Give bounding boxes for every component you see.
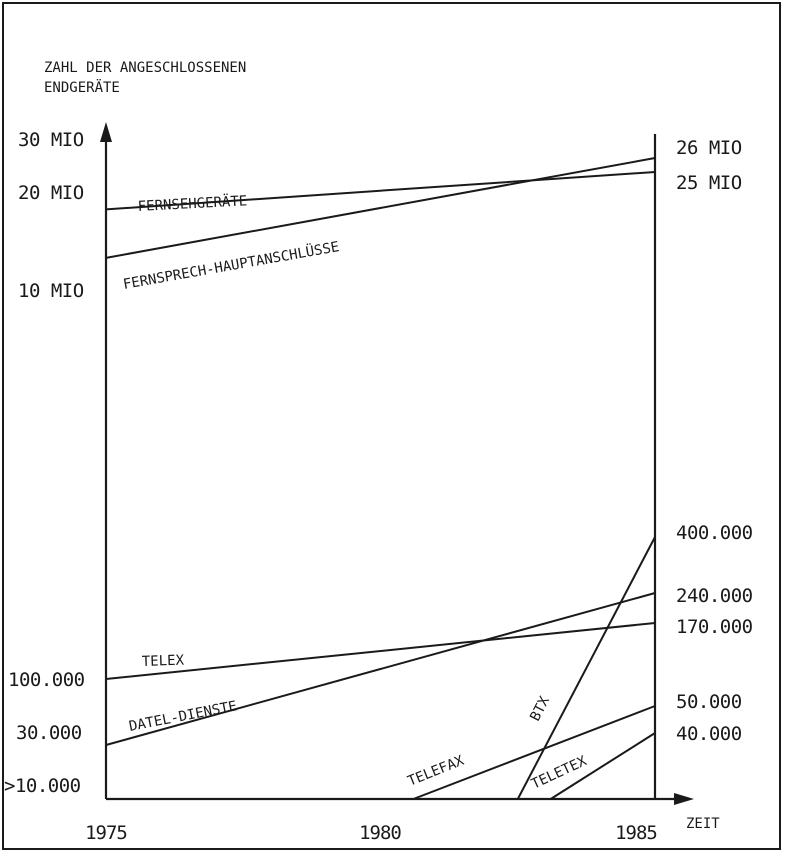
left-y-tick-label: 100.000	[8, 669, 85, 691]
right-y-tick-label: 400.000	[676, 522, 753, 544]
left-y-tick-label: 30 MIO	[18, 129, 84, 151]
series-line-teletex	[550, 732, 656, 800]
series-label-telex: TELEX	[142, 653, 185, 670]
series-label-fernsehgeraete: FERNSEHGERÄTE	[137, 191, 247, 215]
x-axis-arrow-icon	[674, 793, 694, 805]
series-line-datel-dienste	[105, 592, 656, 746]
series-label-telefax: TELEFAX	[406, 753, 467, 790]
left-y-tick-label: 20 MIO	[18, 182, 84, 204]
right-y-tick-label: 240.000	[676, 585, 753, 607]
y-axis-arrow-icon	[100, 122, 112, 142]
left-y-tick-label: 10 MIO	[18, 280, 84, 302]
series-line-fernsehgeraete	[105, 171, 656, 211]
series-label-fernsprech-hauptanschluesse: FERNSPRECH-HAUPTANSCHLÜSSE	[122, 237, 341, 293]
series-label-btx: BTX	[527, 694, 553, 724]
x-tick-label: 1980	[359, 822, 401, 844]
series-label-datel-dienste: DATEL-DIENSTE	[128, 698, 239, 735]
right-y-tick-label: 25 MIO	[676, 172, 742, 194]
left-y-tick-label: 30.000	[16, 722, 82, 744]
series-line-btx	[516, 536, 656, 800]
x-axis-title: ZEIT	[686, 816, 720, 832]
series-line-telex	[105, 622, 656, 680]
right-y-tick-label: 40.000	[676, 723, 742, 745]
right-y-tick-label: 26 MIO	[676, 137, 742, 159]
y-axis-title-line-2: ENDGERÄTE	[44, 78, 120, 96]
right-y-tick-label: 50.000	[676, 691, 742, 713]
left-y-tick-label: >10.000	[4, 775, 81, 797]
x-tick-label: 1975	[85, 822, 127, 844]
series-line-fernsprech-hauptanschluesse	[105, 157, 656, 259]
right-y-tick-label: 170.000	[676, 616, 753, 638]
y-axis-title-line-1: ZAHL DER ANGESCHLOSSENEN	[44, 60, 246, 76]
x-tick-label: 1985	[615, 822, 657, 844]
series-line-telefax	[413, 705, 656, 800]
